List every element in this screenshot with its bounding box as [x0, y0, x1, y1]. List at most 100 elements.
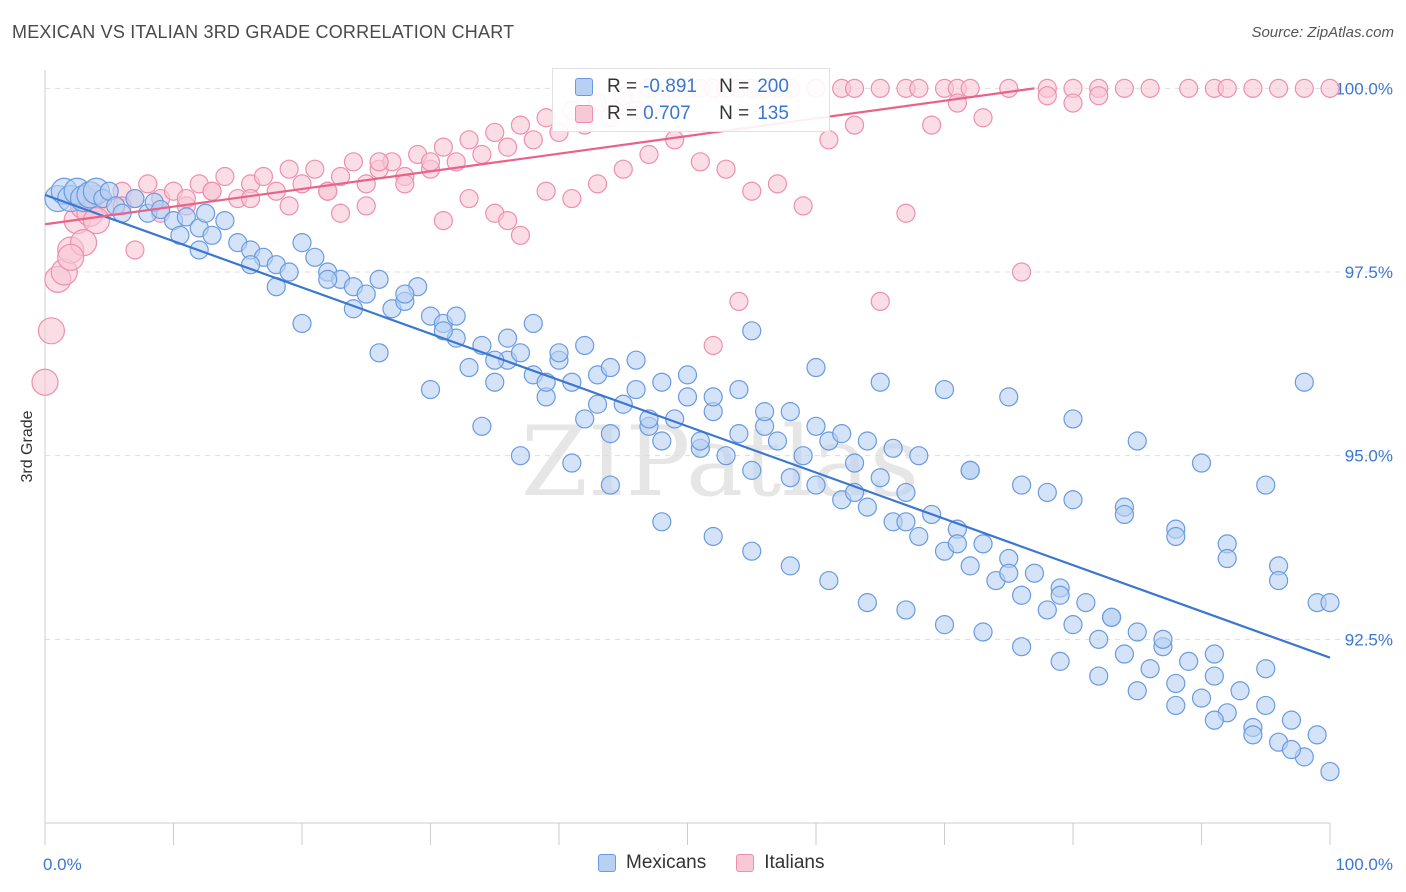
legend-row-mexicans: R = -0.891 N = 200: [575, 74, 789, 100]
mexican-point: [1243, 725, 1263, 745]
mexican-point: [1191, 688, 1212, 708]
mexican-point: [1268, 570, 1289, 591]
series-legend: Mexicans Italians: [598, 852, 854, 874]
italian-point: [793, 196, 813, 216]
mexican-point: [690, 431, 710, 451]
mexican-point: [742, 321, 762, 341]
italian-point: [587, 174, 608, 194]
mexican-point: [1256, 695, 1276, 716]
mexican-point: [1166, 526, 1186, 547]
italian-point: [690, 152, 710, 172]
mexican-point: [870, 372, 890, 392]
mexican-point: [909, 526, 929, 547]
mexican-point: [973, 534, 993, 554]
mexican-point: [806, 357, 826, 378]
italian-point: [999, 78, 1019, 98]
n-label: N =: [719, 76, 750, 97]
mexican-point: [716, 446, 736, 466]
mexican-point: [742, 541, 762, 561]
italian-point: [459, 188, 479, 209]
italian-point: [947, 93, 967, 113]
italian-point: [909, 78, 929, 98]
italian-point: [870, 78, 890, 98]
mexican-point: [999, 563, 1019, 583]
italian-point: [498, 137, 518, 157]
mexican-point: [1256, 659, 1276, 679]
italian-point: [844, 78, 865, 98]
italian-point: [125, 240, 145, 260]
italian-point: [356, 174, 376, 194]
r-value: 0.707: [643, 103, 691, 124]
italian-point: [330, 203, 351, 223]
italian-point: [536, 181, 556, 201]
mexican-point: [446, 306, 466, 326]
mexican-point: [575, 335, 595, 356]
italian-point: [356, 196, 376, 216]
italian-point: [562, 188, 582, 209]
italian-point: [82, 207, 111, 235]
mexican-point: [1320, 761, 1340, 782]
mexican-point: [1204, 710, 1224, 730]
mexican-point: [1114, 504, 1135, 525]
italian-point: [369, 152, 389, 172]
mexican-point: [318, 269, 338, 289]
mexican-point: [433, 321, 453, 341]
italian-point: [498, 211, 518, 231]
mexican-point: [1127, 681, 1147, 701]
mexican-point: [960, 556, 980, 576]
y-tick-label: 100.0%: [1335, 79, 1393, 98]
mexican-point: [1050, 651, 1070, 671]
mexican-point: [1101, 607, 1122, 627]
italian-point: [279, 196, 299, 216]
mexican-point: [459, 357, 479, 378]
mexican-point: [896, 512, 916, 532]
mexican-point: [973, 622, 993, 642]
italian-point: [703, 335, 723, 356]
mexican-point: [857, 593, 878, 613]
y-tick-label: 97.5%: [1345, 263, 1393, 282]
italian-point: [639, 144, 659, 165]
mexican-point: [1320, 593, 1340, 613]
mexican-point: [1063, 490, 1083, 510]
mexican-point: [1089, 666, 1109, 686]
italians-legend-swatch: [736, 854, 755, 872]
mexican-point: [1127, 431, 1147, 451]
mexicans-legend-swatch: [598, 854, 616, 872]
mexican-point: [292, 233, 312, 253]
italian-point: [729, 291, 749, 312]
mexican-point: [498, 328, 518, 348]
italian-point: [202, 181, 222, 201]
mexican-point: [870, 468, 890, 488]
italian-point: [57, 243, 85, 271]
mexican-point: [677, 365, 698, 385]
mexican-point: [1166, 695, 1186, 716]
mexican-point: [793, 446, 813, 466]
source-label: Source: ZipAtlas.com: [1251, 24, 1394, 41]
italians-trendline: [44, 87, 1035, 226]
mexican-point: [857, 431, 878, 451]
y-tick-label: 95.0%: [1345, 447, 1393, 466]
italians-legend-label: Italians: [764, 852, 825, 873]
legend-item-mexicans[interactable]: Mexicans: [598, 852, 706, 874]
italian-point: [613, 159, 633, 179]
italian-point: [1037, 86, 1057, 106]
mexican-point: [1024, 563, 1045, 583]
mexican-point: [1063, 409, 1083, 429]
italian-point: [1089, 86, 1109, 106]
italian-point: [510, 115, 531, 135]
italian-point: [241, 188, 261, 209]
mexican-point: [729, 424, 749, 444]
italian-point: [716, 159, 736, 179]
mexican-point: [780, 468, 800, 488]
mexican-point: [742, 460, 762, 480]
legend-item-italians[interactable]: Italians: [736, 852, 824, 874]
mexican-point: [1140, 659, 1160, 679]
mexican-point: [600, 357, 621, 378]
mexican-point: [485, 372, 505, 392]
mexican-point: [549, 343, 569, 363]
italian-point: [305, 159, 325, 179]
mexican-point: [510, 446, 531, 466]
mexican-point: [999, 387, 1019, 407]
mexican-point: [305, 247, 325, 267]
italian-point: [1217, 78, 1237, 98]
